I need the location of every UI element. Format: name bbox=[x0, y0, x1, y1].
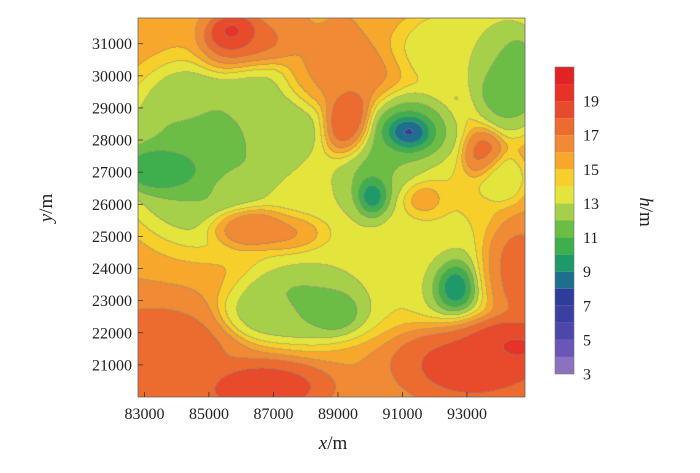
colorbar-band bbox=[555, 118, 574, 136]
contour-plot-area bbox=[137, 17, 526, 398]
x-tick-label: 83000 bbox=[124, 406, 164, 423]
colorbar-band bbox=[555, 220, 574, 238]
colorbar-frame bbox=[554, 66, 575, 375]
y-tick-label: 23000 bbox=[92, 293, 132, 310]
y-tick-label: 21000 bbox=[92, 357, 132, 374]
y-tick-label: 25000 bbox=[92, 229, 132, 246]
colorbar-band bbox=[555, 84, 574, 102]
colorbar-band bbox=[555, 237, 574, 255]
x-axis-ticks: 83000 85000 87000 89000 91000 93000 bbox=[124, 392, 487, 423]
colorbar-label: h/m bbox=[635, 197, 656, 227]
y-tick-label: 26000 bbox=[92, 197, 132, 214]
colorbar-band bbox=[555, 254, 574, 272]
y-tick-label: 22000 bbox=[92, 325, 132, 342]
colorbar-band bbox=[555, 101, 574, 119]
x-tick-label: 87000 bbox=[253, 406, 293, 423]
colorbar-band bbox=[555, 67, 574, 85]
x-tick-label: 93000 bbox=[447, 406, 487, 423]
colorbar-tick-label: 19 bbox=[583, 94, 599, 111]
colorbar: 3 5 7 9 11 13 15 17 19 bbox=[554, 66, 599, 384]
y-tick-label: 30000 bbox=[92, 68, 132, 85]
y-tick-label: 27000 bbox=[92, 165, 132, 182]
colorbar-band bbox=[555, 169, 574, 187]
colorbar-band bbox=[555, 135, 574, 153]
colorbar-band bbox=[555, 322, 574, 340]
colorbar-band bbox=[555, 152, 574, 170]
colorbar-band bbox=[555, 271, 574, 289]
colorbar-tick-label: 13 bbox=[583, 196, 599, 213]
x-tick-label: 91000 bbox=[382, 406, 422, 423]
colorbar-band bbox=[555, 356, 574, 374]
y-axis-label: y/m bbox=[36, 194, 57, 225]
y-tick-label: 28000 bbox=[92, 133, 132, 150]
colorbar-tick-label: 15 bbox=[583, 162, 599, 179]
x-tick-label: 89000 bbox=[318, 406, 358, 423]
y-axis-ticks: 21000 22000 23000 24000 25000 26000 27000 28000… bbox=[92, 36, 143, 374]
colorbar-tick-label: 5 bbox=[583, 332, 591, 349]
colorbar-tick-label: 11 bbox=[583, 230, 598, 247]
x-tick-label: 85000 bbox=[189, 406, 229, 423]
x-axis-label: x/m bbox=[318, 433, 348, 454]
plot-frame bbox=[137, 17, 526, 398]
y-tick-label: 24000 bbox=[92, 261, 132, 278]
colorbar-band bbox=[555, 339, 574, 357]
colorbar-band bbox=[555, 288, 574, 306]
colorbar-band bbox=[555, 186, 574, 204]
y-tick-label: 31000 bbox=[92, 36, 132, 53]
colorbar-band bbox=[555, 305, 574, 323]
colorbar-tick-label: 17 bbox=[583, 128, 599, 145]
contour-heatmap bbox=[138, 18, 525, 397]
colorbar-tick-label: 3 bbox=[583, 367, 591, 384]
colorbar-tick-label: 7 bbox=[583, 298, 591, 315]
y-tick-label: 29000 bbox=[92, 100, 132, 117]
colorbar-band bbox=[555, 203, 574, 221]
colorbar-tick-label: 9 bbox=[583, 264, 591, 281]
